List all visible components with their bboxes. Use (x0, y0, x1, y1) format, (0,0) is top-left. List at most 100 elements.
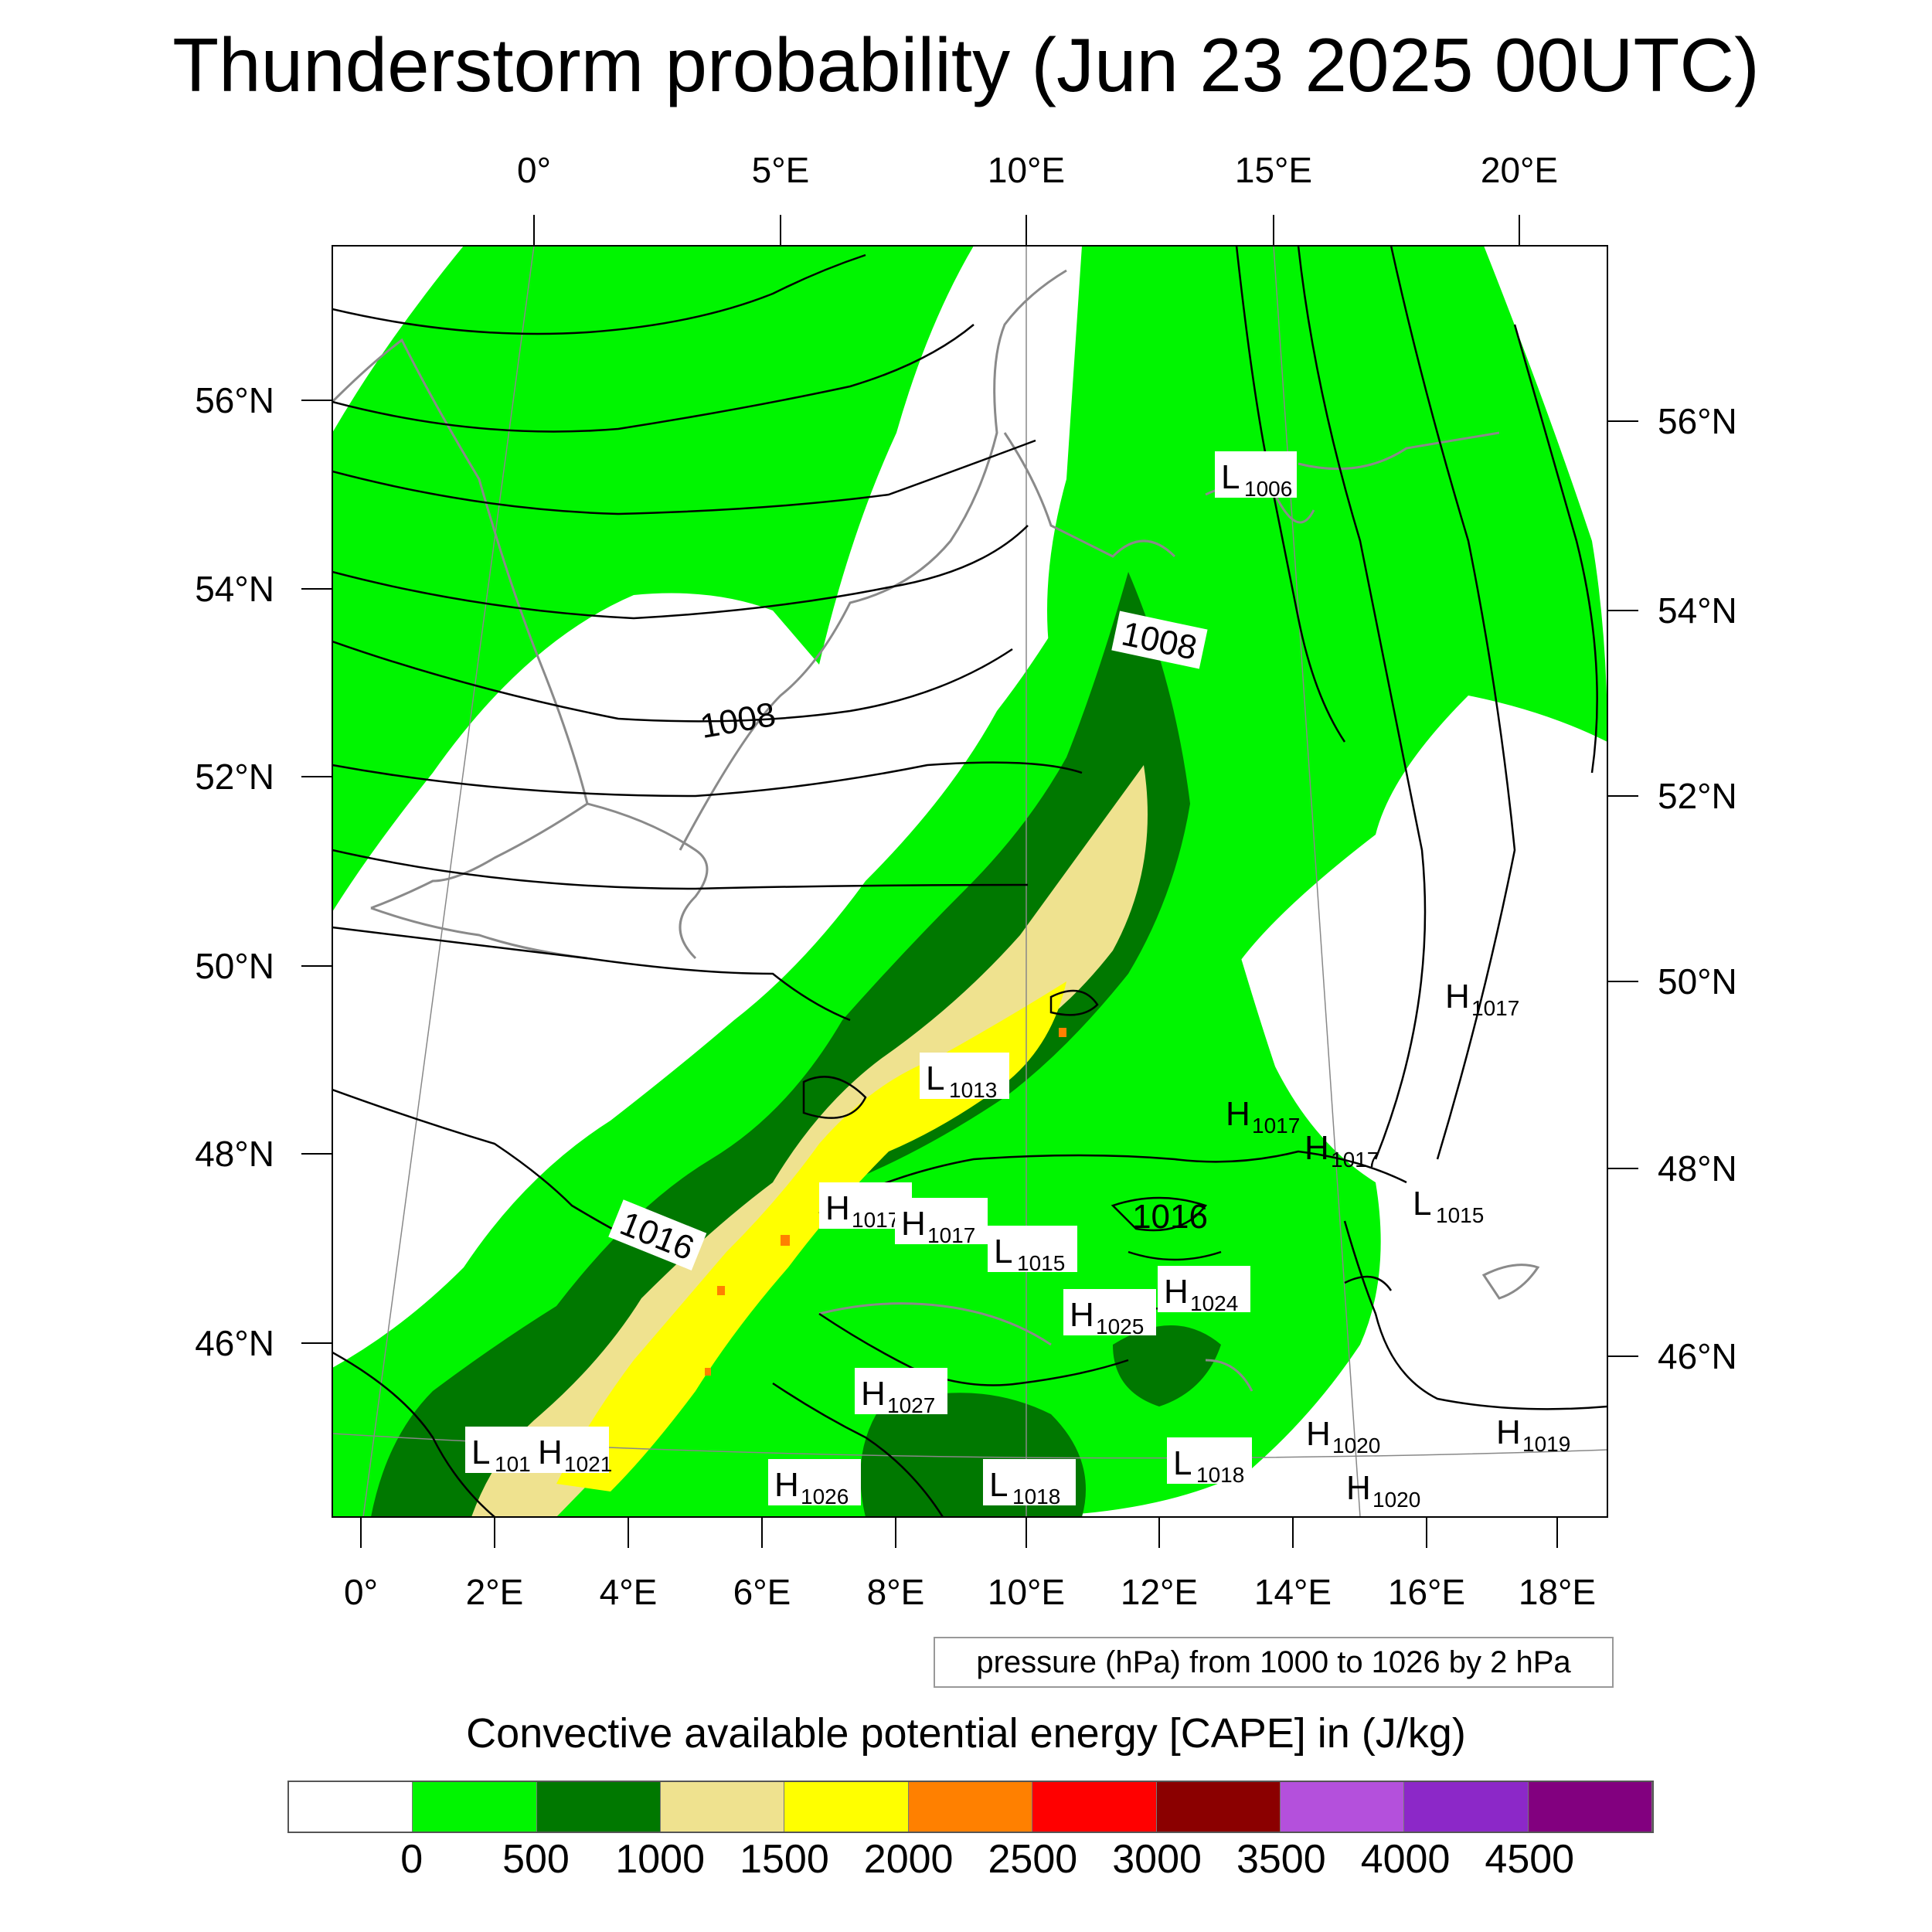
bottom-lon-label: 6°E (733, 1572, 791, 1612)
pressure-center-label: H 1019 (1496, 1413, 1570, 1456)
svg-text:1026: 1026 (801, 1485, 849, 1509)
left-lat-label: 56°N (195, 380, 274, 420)
svg-text:1020: 1020 (1332, 1434, 1380, 1458)
left-lat-label: 46°N (195, 1323, 274, 1363)
svg-text:H: H (538, 1434, 563, 1471)
colorbar-tick-label: 500 (502, 1837, 570, 1882)
colorbar-box (1528, 1782, 1652, 1832)
colorbar-box (661, 1782, 785, 1832)
svg-text:L: L (989, 1466, 1008, 1504)
colorbar-box (413, 1782, 537, 1832)
svg-text:L: L (1173, 1444, 1192, 1482)
cape-speck-orange (705, 1368, 711, 1376)
bottom-lon-label: 10°E (988, 1572, 1065, 1612)
pressure-center-label: H 1017 (1304, 1129, 1379, 1172)
bottom-lon-label: 14°E (1254, 1572, 1332, 1612)
colorbar-tick-label: 3500 (1236, 1837, 1326, 1882)
pressure-center-label: H 1017 (895, 1198, 988, 1247)
svg-text:1019: 1019 (1522, 1432, 1570, 1456)
svg-text:1017: 1017 (1471, 996, 1519, 1020)
svg-text:H: H (1496, 1413, 1521, 1451)
svg-text:1018: 1018 (1196, 1463, 1244, 1487)
pressure-center-label: H 1024 (1158, 1266, 1250, 1315)
top-lon-label: 5°E (752, 150, 810, 190)
svg-text:1017: 1017 (1252, 1114, 1300, 1138)
cape-speck-orange (717, 1286, 725, 1295)
colorbar-tick-label: 0 (400, 1837, 423, 1882)
cape-area-khaki-band (471, 765, 1148, 1517)
colorbar-box (1156, 1782, 1281, 1832)
svg-text:1017: 1017 (1331, 1148, 1379, 1172)
pressure-center-label: H 1026 (768, 1459, 861, 1509)
cape-area-dark-southeast-2 (1113, 1325, 1221, 1406)
bottom-lon-label: 4°E (600, 1572, 658, 1612)
bottom-lon-label: 18°E (1519, 1572, 1596, 1612)
pressure-center-label: L 1018 (1167, 1437, 1252, 1487)
cape-area-yellow-band (556, 981, 1066, 1492)
colorbar-box (1280, 1782, 1405, 1832)
svg-text:H: H (1445, 978, 1470, 1015)
left-lat-label: 48°N (195, 1134, 274, 1174)
map-frame (332, 245, 1608, 1518)
top-lon-label: 20°E (1481, 150, 1558, 190)
svg-text:1017: 1017 (852, 1208, 900, 1232)
right-lat-label: 54°N (1658, 590, 1737, 631)
colorbar-box (1032, 1782, 1157, 1832)
colorbar-tick-label: 2000 (863, 1837, 954, 1882)
right-lat-label: 48°N (1658, 1148, 1737, 1189)
pressure-contour-note: pressure (hPa) from 1000 to 1026 by 2 hP… (934, 1637, 1614, 1688)
cape-area-north (332, 246, 974, 912)
isobar-label: 1016 (1132, 1198, 1208, 1236)
colorbar-tick-label: 3000 (1112, 1837, 1202, 1882)
right-lat-label: 56°N (1658, 401, 1737, 441)
left-lat-axis (301, 400, 332, 1344)
right-lat-axis (1607, 420, 1638, 1357)
svg-text:H: H (901, 1205, 926, 1243)
right-lat-label: 46°N (1658, 1336, 1737, 1376)
pressure-center-label: L 1015 (1413, 1185, 1484, 1227)
isobars (332, 246, 1607, 1517)
bottom-lon-label: 0° (344, 1572, 378, 1612)
svg-text:L: L (471, 1434, 490, 1471)
svg-text:H: H (825, 1189, 850, 1227)
right-lat-label: 52°N (1658, 776, 1737, 816)
left-lat-label: 50°N (195, 946, 274, 986)
svg-text:L: L (1413, 1185, 1431, 1223)
colorbar-tick-label: 4500 (1485, 1837, 1575, 1882)
pressure-center-label: H 1020 (1306, 1415, 1380, 1458)
svg-text:1025: 1025 (1096, 1315, 1144, 1338)
bottom-lon-label: 2°E (466, 1572, 524, 1612)
colorbar-title: Convective available potential energy [C… (466, 1710, 1466, 1757)
colorbar-tick-label: 1000 (615, 1837, 706, 1882)
coastlines (332, 269, 1540, 1392)
top-lon-label: 15°E (1235, 150, 1312, 190)
map-title: Thunderstorm probability (Jun 23 2025 00… (172, 22, 1760, 107)
svg-text:1017: 1017 (927, 1223, 975, 1247)
top-lon-axis (533, 215, 1520, 246)
svg-text:1020: 1020 (1372, 1488, 1420, 1512)
svg-text:1021: 1021 (564, 1452, 612, 1476)
colorbar-tick-label: 4000 (1360, 1837, 1451, 1882)
right-lat-label: 50°N (1658, 961, 1737, 1002)
colorbar-tick-label: 1500 (740, 1837, 829, 1882)
colorbar-box (536, 1782, 662, 1832)
pressure-center-label: L 1006 (1215, 451, 1297, 501)
colorbar-box (1404, 1782, 1529, 1832)
svg-text:1018: 1018 (1012, 1485, 1060, 1509)
svg-text:H: H (1164, 1273, 1189, 1311)
svg-text:H: H (774, 1466, 799, 1504)
cape-speck-orange (1059, 1028, 1066, 1037)
svg-text:1013: 1013 (949, 1078, 997, 1102)
left-lat-label: 54°N (195, 569, 274, 609)
pressure-center-label: H 1020 (1346, 1469, 1420, 1512)
top-lon-label: 0° (517, 150, 551, 190)
svg-text:L: L (926, 1060, 944, 1097)
colorbar-box (908, 1782, 1033, 1832)
bottom-lon-label: 16°E (1388, 1572, 1465, 1612)
pressure-center-label: L 1018 (983, 1459, 1076, 1509)
pressure-center-label: H 1025 (1063, 1289, 1156, 1338)
left-lat-label: 52°N (195, 757, 274, 797)
top-lon-label: 10°E (988, 150, 1065, 190)
colorbar-tick-label: 2500 (988, 1837, 1078, 1882)
